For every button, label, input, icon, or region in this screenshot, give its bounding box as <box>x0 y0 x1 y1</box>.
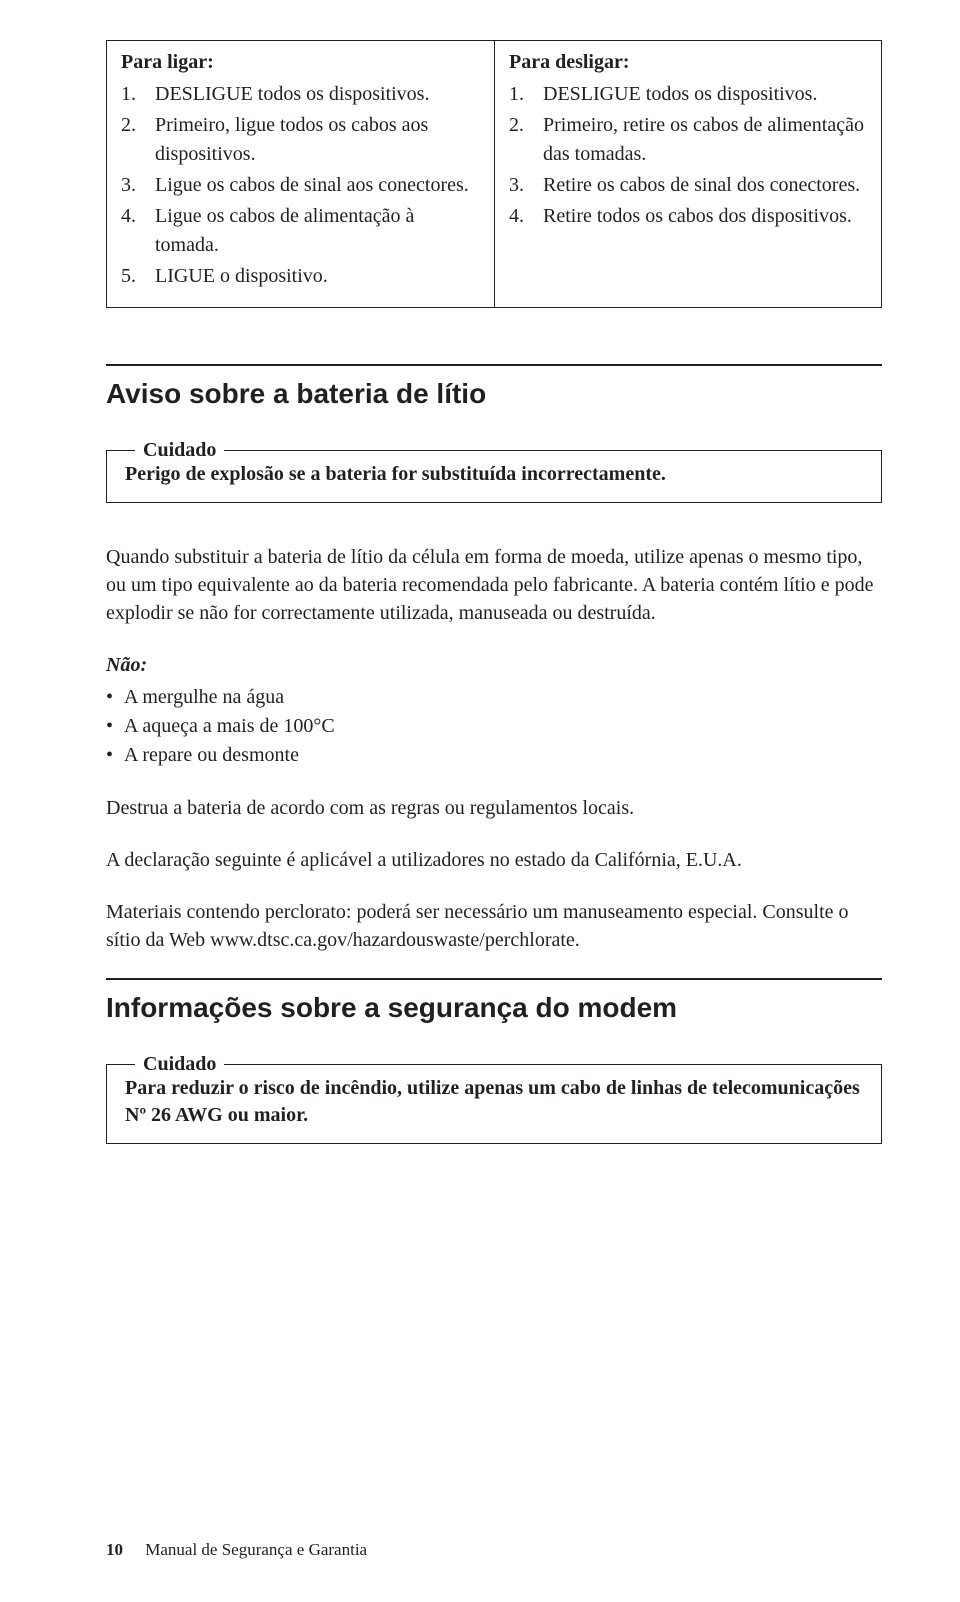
ligar-list: DESLIGUE todos os dispositivos. Primeiro… <box>121 80 480 291</box>
callout-legend: Cuidado <box>135 1051 224 1078</box>
lithium-para3: A declaração seguinte é aplicável a util… <box>106 846 882 874</box>
list-item-text: Retire os cabos de sinal dos conectores. <box>543 171 860 200</box>
list-item: Retire os cabos de sinal dos conectores. <box>509 171 860 200</box>
modem-section-title: Informações sobre a segurança do modem <box>106 992 882 1024</box>
list-item-text: Ligue os cabos de alimentação à tomada. <box>155 202 480 260</box>
list-item: Ligue os cabos de alimentação à tomada. <box>121 202 480 260</box>
list-item: A mergulhe na água <box>106 683 882 712</box>
modem-caution-callout: Cuidado Para reduzir o risco de incêndio… <box>106 1064 882 1144</box>
list-item: LIGUE o dispositivo. <box>121 262 328 291</box>
list-item: DESLIGUE todos os dispositivos. <box>509 80 817 109</box>
list-item: Ligue os cabos de sinal aos conectores. <box>121 171 469 200</box>
list-item-text: DESLIGUE todos os dispositivos. <box>155 80 429 109</box>
callout-text: Para reduzir o risco de incêndio, utiliz… <box>125 1075 863 1129</box>
list-item-text: DESLIGUE todos os dispositivos. <box>543 80 817 109</box>
callout-text: Perigo de explosão se a bateria for subs… <box>125 461 863 488</box>
lithium-caution-callout: Cuidado Perigo de explosão se a bateria … <box>106 450 882 503</box>
list-item-text: Primeiro, ligue todos os cabos aos dispo… <box>155 111 480 169</box>
list-item: A aqueça a mais de 100°C <box>106 712 882 741</box>
footer-doc-title: Manual de Segurança e Garantia <box>145 1540 367 1559</box>
para-ligar-box: Para ligar: DESLIGUE todos os dispositiv… <box>106 40 494 308</box>
desligar-list: DESLIGUE todos os dispositivos. Primeiro… <box>509 80 867 231</box>
para-desligar-box: Para desligar: DESLIGUE todos os disposi… <box>494 40 882 308</box>
connect-disconnect-table: Para ligar: DESLIGUE todos os dispositiv… <box>106 40 882 308</box>
list-item: A repare ou desmonte <box>106 741 882 770</box>
page-footer: 10 Manual de Segurança e Garantia <box>106 1540 367 1560</box>
list-item: DESLIGUE todos os dispositivos. <box>121 80 429 109</box>
section-divider <box>106 364 882 366</box>
section-divider <box>106 978 882 980</box>
page-number: 10 <box>106 1540 123 1559</box>
list-item: Retire todos os cabos dos dispositivos. <box>509 202 852 231</box>
lithium-section-title: Aviso sobre a bateria de lítio <box>106 378 882 410</box>
ligar-heading: Para ligar: <box>121 51 480 74</box>
nao-label-text: Não: <box>106 654 147 676</box>
nao-label: Não: <box>106 651 882 679</box>
list-item-text: LIGUE o dispositivo. <box>155 262 328 291</box>
list-item: Primeiro, ligue todos os cabos aos dispo… <box>121 111 480 169</box>
lithium-para4: Materiais contendo perclorato: poderá se… <box>106 898 882 954</box>
callout-legend: Cuidado <box>135 437 224 464</box>
lithium-para2: Destrua a bateria de acordo com as regra… <box>106 794 882 822</box>
lithium-para1: Quando substituir a bateria de lítio da … <box>106 543 882 627</box>
desligar-heading: Para desligar: <box>509 51 867 74</box>
list-item: Primeiro, retire os cabos de alimentação… <box>509 111 867 169</box>
list-item-text: Retire todos os cabos dos dispositivos. <box>543 202 852 231</box>
nao-list: A mergulhe na água A aqueça a mais de 10… <box>106 683 882 770</box>
list-item-text: Primeiro, retire os cabos de alimentação… <box>543 111 867 169</box>
list-item-text: Ligue os cabos de sinal aos conectores. <box>155 171 469 200</box>
